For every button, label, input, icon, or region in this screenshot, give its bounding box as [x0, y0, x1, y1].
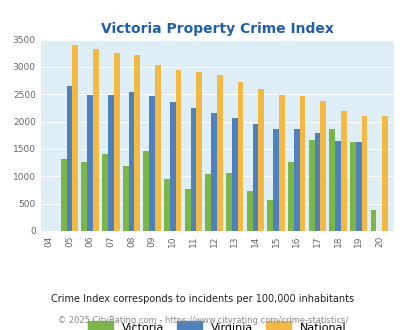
Text: Crime Index corresponds to incidents per 100,000 inhabitants: Crime Index corresponds to incidents per… [51, 294, 354, 304]
Bar [382, 115, 387, 231]
Bar [288, 162, 293, 231]
Bar [340, 111, 346, 231]
Bar [184, 189, 190, 231]
Bar [164, 179, 169, 231]
Bar [155, 65, 160, 231]
Bar [128, 92, 134, 231]
Bar [108, 95, 113, 231]
Bar [278, 95, 284, 231]
Bar [66, 86, 72, 231]
Bar [134, 55, 140, 231]
Bar [370, 210, 375, 231]
Bar [87, 95, 93, 231]
Bar [293, 129, 299, 231]
Bar [196, 72, 202, 231]
Bar [143, 151, 149, 231]
Bar [113, 53, 119, 231]
Bar [122, 166, 128, 231]
Bar [335, 141, 340, 231]
Bar [273, 129, 278, 231]
Bar [175, 70, 181, 231]
Bar [237, 82, 243, 231]
Bar [93, 49, 98, 231]
Bar [149, 96, 155, 231]
Bar [267, 200, 273, 231]
Bar [81, 162, 87, 231]
Bar [361, 116, 367, 231]
Bar [231, 118, 237, 231]
Bar [102, 154, 108, 231]
Bar [299, 96, 305, 231]
Bar [246, 191, 252, 231]
Title: Victoria Property Crime Index: Victoria Property Crime Index [100, 22, 333, 36]
Bar [308, 140, 314, 231]
Bar [169, 103, 175, 231]
Bar [355, 142, 361, 231]
Bar [211, 113, 216, 231]
Bar [349, 143, 355, 231]
Bar [258, 89, 263, 231]
Bar [226, 173, 231, 231]
Bar [314, 133, 320, 231]
Bar [328, 129, 335, 231]
Bar [320, 101, 325, 231]
Bar [72, 45, 78, 231]
Legend: Victoria, Virginia, National: Victoria, Virginia, National [83, 317, 350, 330]
Bar [61, 159, 66, 231]
Bar [190, 108, 196, 231]
Bar [205, 174, 211, 231]
Bar [252, 124, 258, 231]
Bar [216, 75, 222, 231]
Text: © 2025 CityRating.com - https://www.cityrating.com/crime-statistics/: © 2025 CityRating.com - https://www.city… [58, 316, 347, 325]
